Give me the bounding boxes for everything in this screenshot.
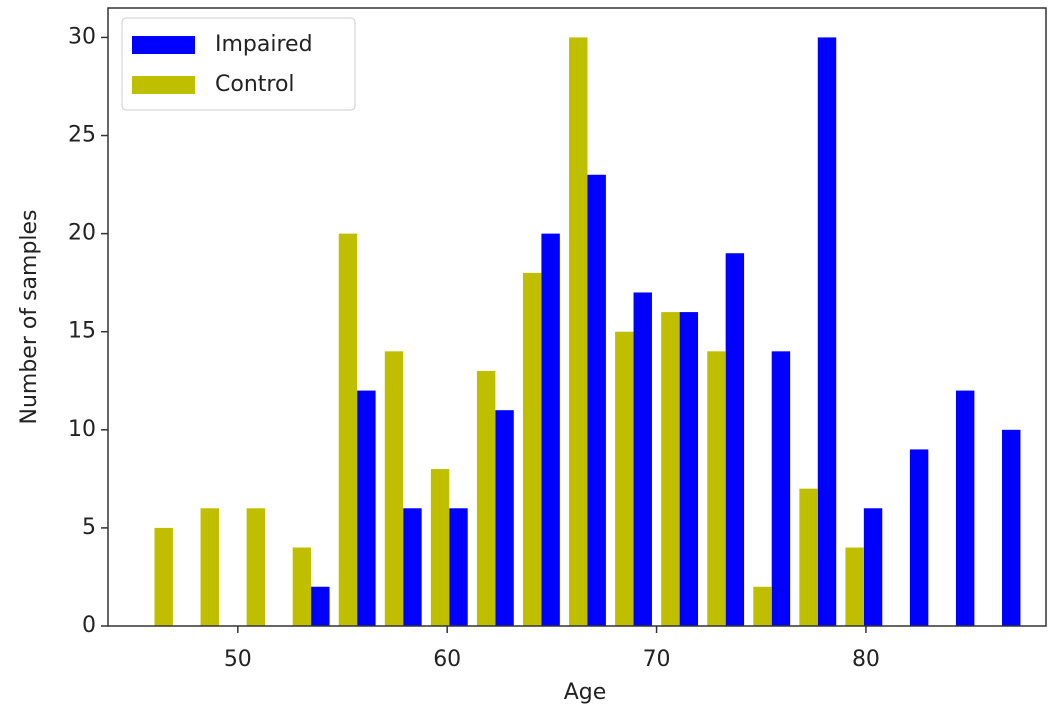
bar <box>863 508 883 626</box>
x-axis-label: Age <box>564 680 607 705</box>
bar <box>569 37 588 626</box>
y-tick-label: 20 <box>68 221 96 246</box>
bar <box>292 547 312 626</box>
bar <box>955 390 975 626</box>
bar <box>384 351 404 626</box>
bar <box>725 253 745 626</box>
y-tick-label: 25 <box>68 123 96 148</box>
bar <box>541 233 560 626</box>
y-tick-label: 5 <box>82 515 96 540</box>
bar <box>495 410 514 626</box>
bar <box>403 508 422 626</box>
bar <box>845 547 864 626</box>
x-tick-label: 50 <box>224 647 252 672</box>
bar <box>200 508 219 626</box>
bar <box>633 292 652 626</box>
bar <box>753 586 772 626</box>
bar <box>817 37 837 626</box>
x-tick-label: 60 <box>433 647 461 672</box>
bar <box>357 390 376 626</box>
legend-swatch <box>132 36 195 54</box>
bar <box>476 370 496 626</box>
bar <box>799 488 818 626</box>
bar <box>615 331 634 626</box>
bar <box>661 312 680 626</box>
bar <box>154 527 173 626</box>
y-tick-label: 15 <box>68 319 96 344</box>
bar <box>246 508 266 626</box>
y-tick-label: 10 <box>68 417 96 442</box>
bar <box>909 449 929 626</box>
legend-label: Control <box>215 72 295 97</box>
x-tick-label: 70 <box>643 647 671 672</box>
bar <box>1002 429 1021 626</box>
bar <box>707 351 726 626</box>
y-axis-label: Number of samples <box>17 209 42 424</box>
x-tick-label: 80 <box>852 647 880 672</box>
bar <box>430 469 450 626</box>
y-tick-label: 0 <box>82 613 96 638</box>
bar <box>449 508 468 626</box>
legend-label: Impaired <box>215 32 313 57</box>
bar <box>338 233 358 626</box>
bar <box>587 174 606 626</box>
bar <box>771 351 791 626</box>
bar <box>679 312 699 626</box>
plot-frame <box>107 7 1047 627</box>
bar <box>522 272 542 626</box>
legend-swatch <box>132 76 195 94</box>
y-tick-label: 30 <box>68 24 96 49</box>
bar <box>311 586 330 626</box>
